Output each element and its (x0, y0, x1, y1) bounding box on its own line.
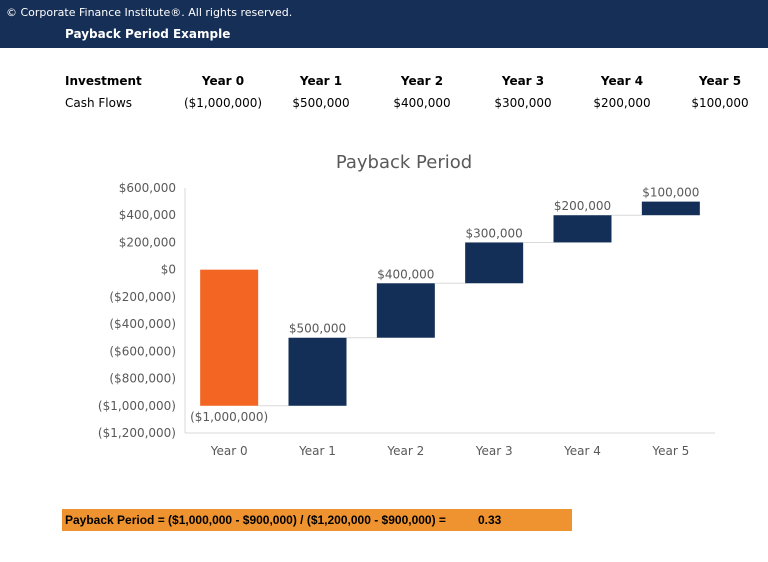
table-header: Year 2 (400, 74, 444, 88)
table-header: Year 1 (299, 74, 343, 88)
table-header: Year 3 (501, 74, 545, 88)
payback-formula-bar: Payback Period = ($1,000,000 - $900,000)… (62, 509, 572, 531)
data-label: $500,000 (289, 322, 346, 336)
x-tick-label: Year 1 (298, 444, 336, 458)
y-tick-label: $200,000 (119, 235, 176, 249)
y-tick-label: $400,000 (119, 208, 176, 222)
bar-year-5 (641, 201, 700, 216)
header-banner: © Corporate Finance Institute®. All righ… (0, 0, 768, 48)
table-cell: $100,000 (691, 96, 749, 110)
data-label: ($1,000,000) (190, 410, 268, 424)
bar-year-1 (288, 337, 347, 406)
waterfall-chart: Payback Period $600,000 $400,000 $200,000 $0… (98, 152, 715, 458)
bar-year-3 (465, 242, 524, 284)
bar-year-0 (200, 269, 259, 406)
formula-result: 0.33 (477, 513, 502, 527)
x-tick-label: Year 4 (563, 444, 601, 458)
table-row-label: Cash Flows (65, 96, 133, 110)
data-label: $200,000 (554, 199, 611, 213)
x-tick-label: Year 5 (651, 444, 689, 458)
bar-year-2 (376, 283, 435, 338)
y-tick-label: ($1,200,000) (98, 426, 176, 440)
table-header: Year 0 (201, 74, 245, 88)
table-header: Year 5 (698, 74, 742, 88)
y-tick-label: $0 (161, 263, 176, 277)
y-tick-label: ($400,000) (109, 317, 176, 331)
y-tick-label: ($200,000) (109, 290, 176, 304)
y-tick-label: ($800,000) (109, 372, 176, 386)
table-cell: $300,000 (494, 96, 552, 110)
y-tick-label: ($1,000,000) (98, 399, 176, 413)
table-cell: $500,000 (292, 96, 350, 110)
copyright-text: © Corporate Finance Institute®. All righ… (6, 6, 293, 19)
data-label: $400,000 (377, 267, 434, 281)
x-tick-label: Year 3 (475, 444, 513, 458)
y-tick-label: ($600,000) (109, 344, 176, 358)
x-tick-label: Year 0 (210, 444, 248, 458)
table-header: Year 4 (600, 74, 644, 88)
table-cell: $400,000 (393, 96, 451, 110)
table-cell: $200,000 (593, 96, 651, 110)
data-label: $100,000 (642, 186, 699, 200)
chart-title: Payback Period (336, 152, 472, 173)
data-label: $300,000 (466, 226, 523, 240)
bar-year-4 (553, 215, 612, 243)
page-title: Payback Period Example (65, 27, 231, 41)
y-tick-label: $600,000 (119, 181, 176, 195)
formula-text: Payback Period = ($1,000,000 - $900,000)… (65, 513, 446, 527)
table-cell: ($1,000,000) (183, 96, 263, 110)
x-tick-label: Year 2 (386, 444, 424, 458)
table-header-investment: Investment (65, 74, 142, 88)
